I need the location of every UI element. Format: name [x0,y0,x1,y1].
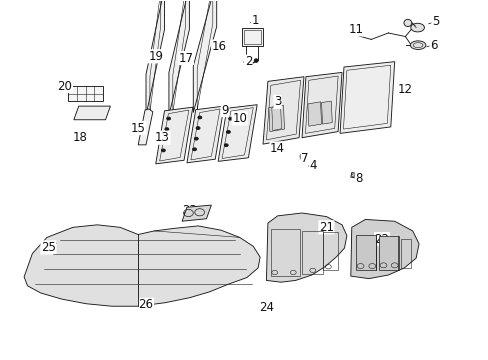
Text: 25: 25 [41,241,56,254]
Text: 24: 24 [259,301,273,314]
Ellipse shape [161,149,165,152]
Ellipse shape [164,128,168,131]
Ellipse shape [300,153,307,159]
Text: 14: 14 [269,142,285,155]
Text: 4: 4 [308,159,316,172]
Text: 13: 13 [155,131,170,144]
Ellipse shape [224,144,228,147]
Bar [309,161,314,165]
Bar [68,86,103,101]
Bar [302,231,322,274]
Ellipse shape [228,117,232,120]
Text: 10: 10 [232,112,246,125]
Bar [400,239,410,268]
Polygon shape [266,213,346,282]
Polygon shape [350,172,357,178]
Text: 20: 20 [58,80,72,93]
Polygon shape [302,72,341,138]
Ellipse shape [254,59,258,62]
Ellipse shape [403,19,411,27]
Polygon shape [24,225,260,306]
Text: 12: 12 [397,83,412,96]
Text: 11: 11 [347,23,363,36]
Bar [307,160,315,166]
Text: 8: 8 [355,172,362,185]
Text: 9: 9 [221,104,228,117]
Polygon shape [218,105,257,161]
Ellipse shape [302,154,305,158]
Ellipse shape [166,117,170,120]
Ellipse shape [198,116,202,119]
Polygon shape [339,62,394,134]
Bar [355,235,375,270]
Text: 18: 18 [72,131,87,144]
Ellipse shape [192,148,196,151]
Text: 19: 19 [148,50,163,63]
Polygon shape [146,0,164,116]
Bar [378,235,398,270]
Text: 1: 1 [251,14,259,27]
Polygon shape [186,106,224,163]
Polygon shape [138,109,153,145]
Text: 15: 15 [130,122,145,135]
Text: 21: 21 [318,221,333,234]
Ellipse shape [226,131,230,134]
Polygon shape [182,205,211,221]
Ellipse shape [409,41,425,49]
Polygon shape [307,102,321,126]
Polygon shape [168,0,189,116]
Text: 26: 26 [138,298,153,311]
Ellipse shape [196,127,200,130]
Polygon shape [156,107,192,164]
Polygon shape [350,220,418,279]
Text: 22: 22 [374,233,389,246]
Bar [243,30,261,44]
Text: 17: 17 [178,51,193,64]
Ellipse shape [163,138,167,141]
Ellipse shape [410,23,424,32]
Text: 2: 2 [244,55,252,68]
Ellipse shape [194,137,198,140]
Polygon shape [321,101,331,124]
Polygon shape [74,106,110,120]
Text: 16: 16 [211,40,226,53]
Polygon shape [263,77,304,144]
Text: 5: 5 [431,15,438,28]
Text: 7: 7 [301,152,308,165]
Bar [323,232,337,270]
Polygon shape [268,105,284,132]
Text: 23: 23 [182,204,197,217]
Bar [241,28,263,45]
Bar [271,229,299,276]
Text: 6: 6 [429,39,437,52]
Text: 3: 3 [273,95,281,108]
Polygon shape [193,0,216,113]
